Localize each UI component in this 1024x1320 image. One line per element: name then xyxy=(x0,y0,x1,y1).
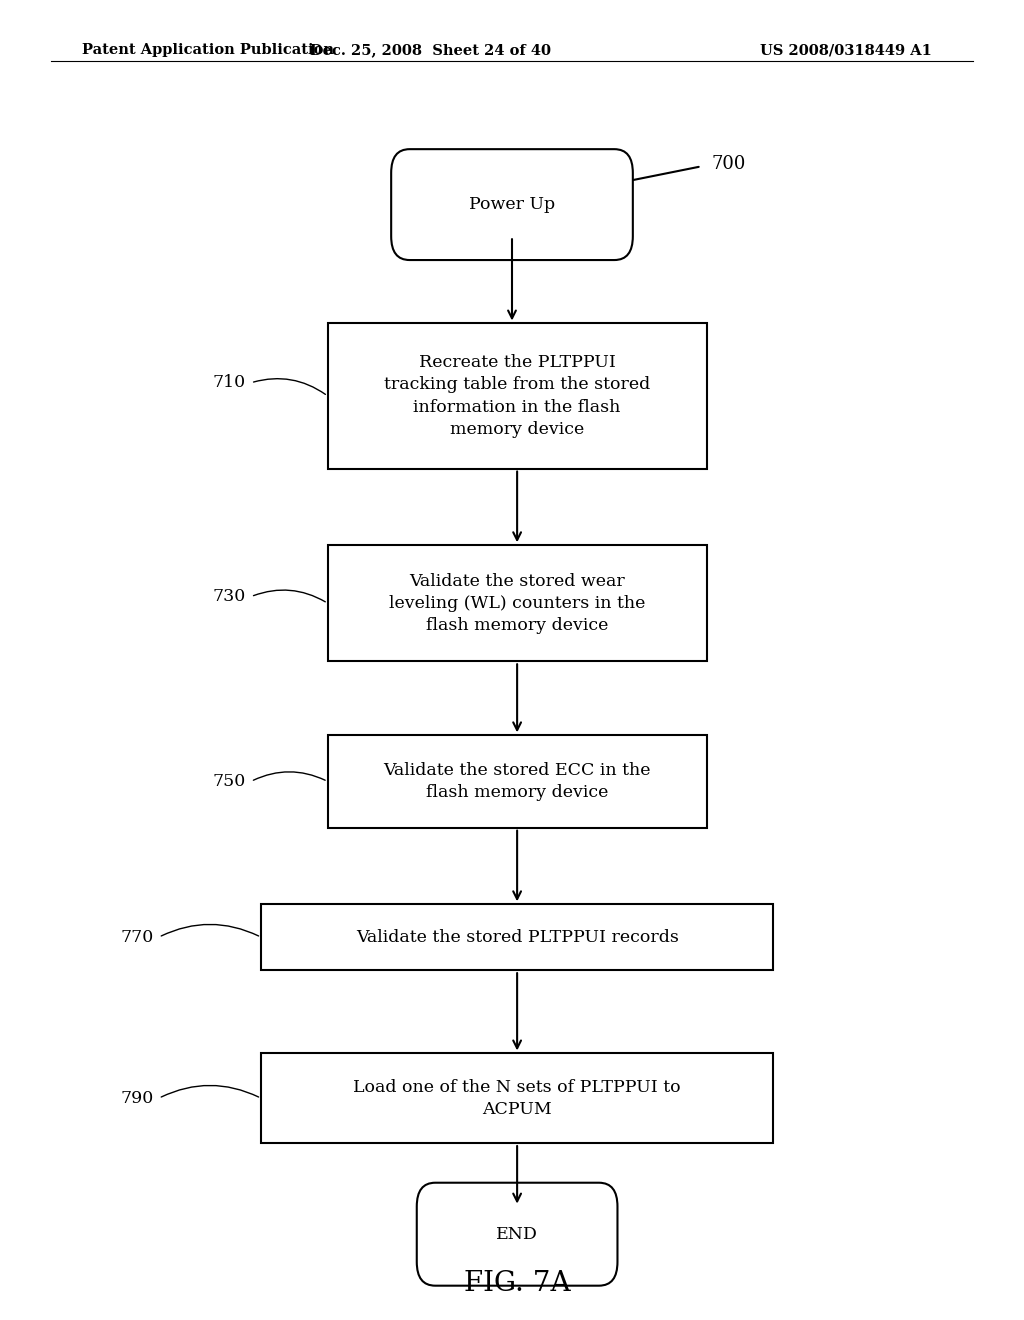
Text: 790: 790 xyxy=(121,1090,154,1106)
Bar xyxy=(328,545,707,661)
Bar xyxy=(261,904,773,970)
Bar xyxy=(328,323,707,469)
Text: Power Up: Power Up xyxy=(469,197,555,213)
Text: US 2008/0318449 A1: US 2008/0318449 A1 xyxy=(760,44,932,57)
Bar xyxy=(328,735,707,828)
Text: 730: 730 xyxy=(213,589,246,605)
Text: Recreate the PLTPPUI
tracking table from the stored
information in the flash
mem: Recreate the PLTPPUI tracking table from… xyxy=(384,354,650,438)
Text: Patent Application Publication: Patent Application Publication xyxy=(82,44,334,57)
Text: END: END xyxy=(497,1226,538,1242)
Bar xyxy=(261,1053,773,1143)
Text: 710: 710 xyxy=(213,375,246,391)
Text: FIG. 7A: FIG. 7A xyxy=(464,1270,570,1296)
Text: Load one of the N sets of PLTPPUI to
ACPUM: Load one of the N sets of PLTPPUI to ACP… xyxy=(353,1078,681,1118)
Text: Validate the stored wear
leveling (WL) counters in the
flash memory device: Validate the stored wear leveling (WL) c… xyxy=(389,573,645,634)
Text: Dec. 25, 2008  Sheet 24 of 40: Dec. 25, 2008 Sheet 24 of 40 xyxy=(309,44,551,57)
FancyBboxPatch shape xyxy=(391,149,633,260)
Text: 770: 770 xyxy=(121,929,154,945)
FancyBboxPatch shape xyxy=(417,1183,617,1286)
Text: Validate the stored PLTPPUI records: Validate the stored PLTPPUI records xyxy=(355,929,679,945)
Text: Validate the stored ECC in the
flash memory device: Validate the stored ECC in the flash mem… xyxy=(383,762,651,801)
Text: 750: 750 xyxy=(213,774,246,789)
Text: 700: 700 xyxy=(712,154,746,173)
